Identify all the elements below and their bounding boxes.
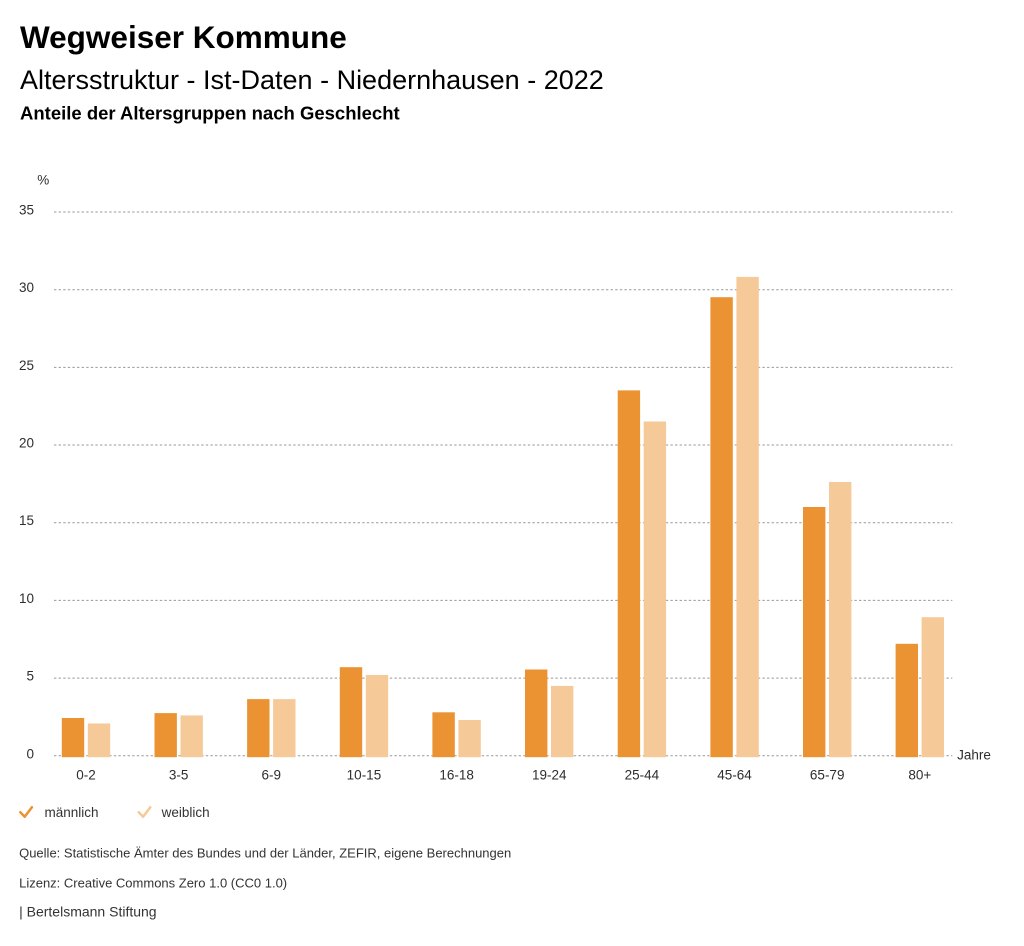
svg-text:16-18: 16-18 [439, 767, 474, 782]
svg-text:15: 15 [19, 513, 34, 528]
svg-text:25-44: 25-44 [625, 767, 660, 782]
svg-text:80+: 80+ [908, 767, 931, 782]
svg-text:6-9: 6-9 [262, 767, 282, 782]
svg-text:Anteile der Altersgruppen nach: Anteile der Altersgruppen nach Geschlech… [20, 102, 400, 123]
svg-text:45-64: 45-64 [717, 767, 752, 782]
svg-text:10: 10 [19, 591, 34, 606]
svg-text:weiblich: weiblich [161, 805, 210, 820]
svg-text:Wegweiser Kommune: Wegweiser Kommune [20, 19, 347, 55]
svg-text:Quelle: Statistische Ämter des: Quelle: Statistische Ämter des Bundes un… [19, 845, 511, 860]
svg-text:30: 30 [19, 280, 34, 295]
svg-text:Jahre: Jahre [957, 748, 991, 763]
svg-text:männlich: männlich [45, 805, 99, 820]
svg-text:0: 0 [26, 746, 34, 761]
svg-text:10-15: 10-15 [347, 767, 382, 782]
svg-text:19-24: 19-24 [532, 767, 567, 782]
svg-text:35: 35 [19, 203, 34, 218]
svg-text:| Bertelsmann Stiftung: | Bertelsmann Stiftung [19, 904, 156, 920]
svg-text:5: 5 [26, 669, 34, 684]
svg-text:Altersstruktur - Ist-Daten - N: Altersstruktur - Ist-Daten - Niedernhaus… [20, 65, 604, 95]
svg-text:65-79: 65-79 [810, 767, 845, 782]
svg-text:%: % [37, 173, 49, 188]
svg-text:Lizenz: Creative Commons Zero: Lizenz: Creative Commons Zero 1.0 (CC0 1… [19, 875, 287, 890]
svg-text:0-2: 0-2 [76, 767, 96, 782]
svg-text:25: 25 [19, 358, 34, 373]
svg-text:3-5: 3-5 [169, 767, 189, 782]
svg-text:20: 20 [19, 436, 34, 451]
